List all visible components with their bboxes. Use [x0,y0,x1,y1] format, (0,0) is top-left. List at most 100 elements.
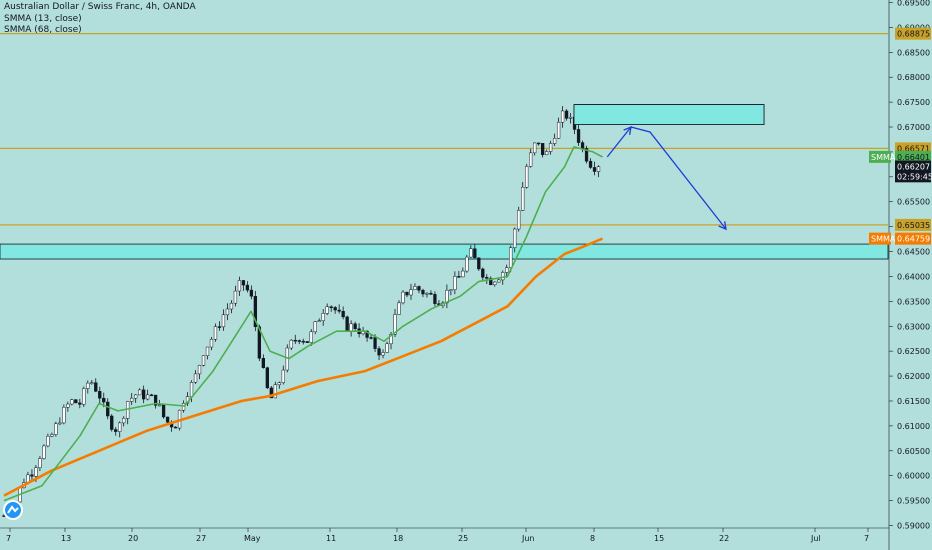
candle-body [201,355,206,366]
candle-body [393,314,397,335]
price-label-text: 0.66571 [897,144,930,153]
candle-body [465,256,469,272]
candle-body [38,458,42,468]
candle-body [78,402,82,405]
candle-body [397,302,401,315]
candle-body [497,279,501,283]
candle-body [161,404,166,418]
candle-body [517,210,521,230]
price-tick-label: 0.64500 [897,248,930,257]
candle-body [273,384,277,399]
candle-body [94,382,98,392]
candle-body [157,404,162,407]
time-tick-label: Jun [521,534,535,543]
price-tick-label: 0.59000 [897,522,930,531]
price-tick-label: 0.61500 [897,397,930,406]
candle-body [217,326,222,328]
price-tick-label: 0.67000 [897,123,930,132]
candle-body [209,339,214,348]
candle-body [62,406,66,424]
price-tick-label: 0.60500 [897,447,930,456]
candle-body [552,138,557,144]
candle-body [102,397,106,403]
candle-body [377,348,381,356]
candle-body [485,277,489,279]
candle-body [229,302,234,310]
indicator-smma-13-label[interactable]: SMMA (13, close) [4,14,82,24]
candle-body [365,330,369,338]
candle-body [588,160,593,168]
price-label-tag [895,150,931,163]
candle-body [82,388,86,405]
time-tick-label: 20 [128,534,138,543]
candle-body [568,116,573,119]
price-axis-panel [889,0,932,550]
candle-body [197,365,202,375]
candle-body [369,337,373,339]
time-tick-label: 13 [61,534,71,543]
candle-body [596,166,601,172]
price-label-text: 0.65035 [897,221,930,230]
candle-body [297,340,301,342]
candle-body [34,467,38,477]
candle-body [541,143,545,156]
candle-body [321,313,325,321]
price-label-tag [895,218,931,231]
candle-body [453,276,457,290]
candle-body [421,289,425,295]
candle-body [409,289,413,296]
time-tick-label: 8 [590,534,595,543]
candle-body [237,280,242,292]
candle-body [457,276,461,278]
candle-body [433,294,437,304]
candle-body [149,394,154,397]
price-label-text: 0.66401 [897,153,930,162]
time-tick-label: May [244,534,261,543]
candle-body [389,334,393,345]
tradingview-logo[interactable] [3,500,23,520]
candle-body [341,311,345,318]
candle-body [556,121,561,139]
candle-body [481,268,485,278]
candle-body [281,369,285,383]
candle-body [425,292,429,295]
candle-body [118,422,122,432]
projection-path [606,126,727,230]
candle-body [233,290,238,304]
candle-body [114,429,118,432]
price-label-tag [869,150,891,163]
candle-body [333,307,337,311]
candle-body [349,323,353,332]
candle-body [134,394,138,399]
price-tick-label: 0.61000 [897,422,930,431]
price-tick-label: 0.60000 [897,472,930,481]
indicator-smma-68-label[interactable]: SMMA (68, close) [4,25,82,35]
candle-body [501,272,505,281]
candle-body [74,399,78,404]
time-tick-label: 25 [458,534,468,543]
price-label-text: SMMA [871,153,896,162]
candle-body [30,474,34,477]
candle-body [337,309,341,312]
candle-body [385,343,389,353]
candle-body [138,389,142,396]
candle-body [46,435,50,447]
price-tick-label: 0.67500 [897,98,930,107]
zone-rect [0,243,889,260]
candle-body [493,281,497,285]
candle-body [269,387,273,399]
candle-body [181,403,186,411]
candle-body [193,373,198,383]
candle-body [548,143,553,152]
price-label-tag [895,170,931,183]
price-label-text: SMMA [871,235,896,244]
candle-body [477,257,481,270]
price-tick-label: 0.62500 [897,347,930,356]
price-tick-label: 0.68000 [897,73,930,82]
price-label-tag [895,27,931,40]
price-tick-label: 0.63000 [897,322,930,331]
candle-body [301,340,305,343]
candle-body [289,339,293,349]
